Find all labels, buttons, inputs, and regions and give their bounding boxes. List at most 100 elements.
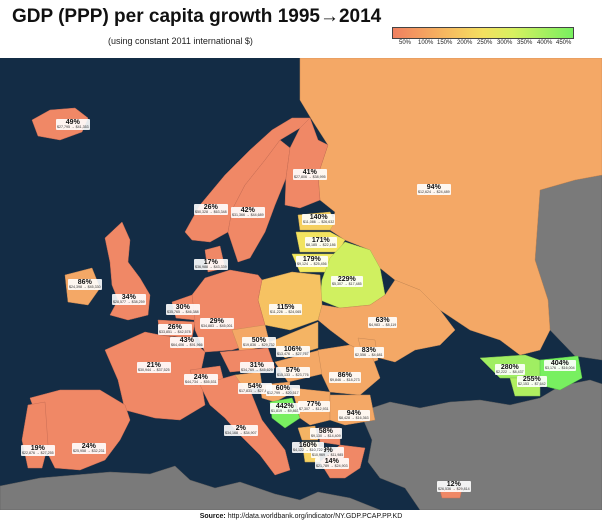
label-lithuania: 179% $9,124 → $25,456 [296, 256, 328, 267]
label-romania: 86% $9,846 → $18,273 [329, 372, 361, 383]
growth-percent: 31% [249, 362, 264, 369]
growth-percent: 106% [283, 346, 302, 353]
legend-tick: 100% [418, 40, 434, 46]
growth-percent: 60% [275, 385, 290, 392]
gdp-range: $10,969 → $11,985 [312, 453, 344, 457]
gdp-range: $9,130 → $14,409 [311, 434, 341, 438]
page-title: GDP (PPP) per capita growth 1995→2014 [12, 6, 382, 27]
growth-percent: 86% [77, 279, 92, 286]
region-poland [257, 271, 323, 331]
label-armenia: 255% $2,153 → $7,642 [517, 376, 547, 387]
gdp-range: $11,226 → $24,065 [270, 310, 302, 314]
gdp-range: $4,122 → $10,722 [293, 448, 323, 452]
label-ireland: 86% $24,398 → $45,330 [68, 279, 102, 290]
no-data-turkey [359, 379, 602, 510]
label-denmark: 17% $36,988 → $43,339 [194, 259, 228, 270]
label-belarus: 229% $5,307 → $17,485 [331, 276, 363, 287]
growth-percent: 26% [167, 324, 182, 331]
label-croatia: 60% $12,799 → $20,517 [266, 385, 300, 396]
gdp-range: $12,624 → $24,489 [418, 190, 450, 194]
header: GDP (PPP) per capita growth 1995→2014 (u… [0, 0, 602, 58]
growth-percent: 26% [203, 204, 218, 211]
growth-percent: 58% [318, 428, 333, 435]
label-bulgaria: 94% $8,428 → $16,363 [338, 410, 370, 421]
gdp-range: $27,806 → $38,995 [294, 175, 326, 179]
gdp-range: $33,851 → $42,578 [159, 330, 191, 334]
growth-percent: 404% [550, 360, 569, 367]
source-url: http://data.worldbank.org/indicator/NY.G… [227, 513, 403, 520]
label-greece: 14% $21,789 → $24,903 [315, 458, 349, 469]
growth-percent: 86% [337, 372, 352, 379]
gdp-range: $34,168 → $34,907 [225, 431, 257, 435]
growth-percent: 280% [500, 364, 519, 371]
gdp-range: $19,836 → $29,732 [243, 343, 275, 347]
legend-tick: 50% [399, 40, 412, 46]
growth-percent: 94% [426, 184, 441, 191]
growth-percent: 50% [251, 337, 266, 344]
label-belgium: 26% $33,851 → $42,578 [158, 324, 192, 335]
label-poland: 115% $11,226 → $24,065 [269, 304, 303, 315]
gdp-range: $22,876 → $27,255 [22, 451, 54, 455]
gdp-range: $35,765 → $46,388 [167, 310, 199, 314]
label-cyprus: 12% $26,536 → $29,814 [437, 481, 471, 492]
growth-percent: 34% [121, 294, 136, 301]
growth-percent: 21% [146, 362, 161, 369]
gdp-range: $8,185 → $22,186 [306, 243, 336, 247]
gdp-range: $28,577 → $38,259 [113, 300, 145, 304]
gdp-range: $3,176 → $16,004 [545, 366, 575, 370]
growth-percent: 42% [240, 207, 255, 214]
label-norway: 26% $50,328 → $63,348 [194, 204, 228, 215]
growth-percent: 43% [179, 337, 194, 344]
legend-tick: 250% [477, 40, 493, 46]
label-uk: 34% $28,577 → $38,259 [112, 294, 146, 305]
subtitle: (using constant 2011 international $) [108, 36, 253, 46]
gdp-range: $9,846 → $18,273 [330, 378, 360, 382]
growth-percent: 54% [247, 383, 262, 390]
growth-percent: 255% [522, 376, 541, 383]
label-finland: 41% $27,806 → $38,995 [293, 169, 327, 180]
growth-percent: 24% [193, 374, 208, 381]
legend-tick: 450% [556, 40, 572, 46]
growth-percent: 2% [235, 425, 246, 432]
gdp-range: $30,944 → $37,525 [138, 368, 170, 372]
gdp-range: $13,476 → $27,767 [277, 352, 309, 356]
label-czechia: 50% $19,836 → $29,732 [242, 337, 276, 348]
gdp-range: $5,307 → $17,485 [332, 282, 362, 286]
gdp-range: $2,153 → $7,642 [518, 382, 546, 386]
label-slovakia: 106% $13,476 → $27,767 [276, 346, 310, 357]
growth-percent: 442% [275, 403, 294, 410]
growth-percent: 29% [209, 318, 224, 325]
growth-percent: 30% [175, 304, 190, 311]
legend-color-bar [392, 27, 574, 39]
label-portugal: 19% $22,876 → $27,255 [21, 445, 55, 456]
label-serbia: 77% $7,307 → $12,931 [298, 401, 330, 412]
gdp-range: $27,795 → $41,353 [57, 125, 89, 129]
label-luxembourg: 43% $64,406 → $91,966 [170, 337, 204, 348]
growth-percent: 115% [276, 304, 295, 311]
growth-percent: 63% [375, 317, 390, 324]
growth-percent: 14% [324, 458, 339, 465]
source-line: Source: http://data.worldbank.org/indica… [0, 510, 602, 523]
label-russia: 94% $12,624 → $24,489 [417, 184, 451, 195]
gdp-range: $24,398 → $45,330 [69, 285, 101, 289]
gdp-range: $12,799 → $20,517 [267, 391, 299, 395]
growth-percent: 12% [446, 481, 461, 488]
label-moldova: 83% $2,556 → $4,681 [354, 347, 384, 358]
label-sweden: 42% $31,366 → $44,689 [231, 207, 265, 218]
legend-tick: 300% [497, 40, 513, 46]
growth-percent: 41% [302, 169, 317, 176]
label-france: 21% $30,944 → $37,525 [137, 362, 171, 373]
gdp-range: $4,983 → $8,119 [369, 323, 397, 327]
label-hungary: 57% $15,133 → $23,776 [276, 367, 310, 378]
no-data-africa [0, 465, 381, 510]
growth-percent: 19% [30, 445, 45, 452]
growth-percent: 140% [309, 214, 328, 221]
gdp-range: $25,958 → $32,231 [73, 449, 105, 453]
label-macedonia: 9% $10,969 → $11,985 [311, 447, 345, 458]
gdp-range: $2,556 → $4,681 [355, 353, 383, 357]
gdp-range: $64,406 → $91,966 [171, 343, 203, 347]
label-latvia: 171% $8,185 → $22,186 [305, 237, 337, 248]
gdp-range: $34,883 → $45,001 [201, 324, 233, 328]
gdp-range: $34,769 → $45,629 [241, 368, 273, 372]
